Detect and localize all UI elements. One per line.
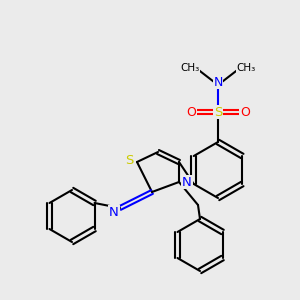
Text: O: O bbox=[186, 106, 196, 118]
Text: CH₃: CH₃ bbox=[180, 63, 200, 73]
Text: N: N bbox=[213, 76, 223, 88]
Text: O: O bbox=[240, 106, 250, 118]
Text: CH₃: CH₃ bbox=[236, 63, 256, 73]
Text: S: S bbox=[125, 154, 133, 166]
Text: S: S bbox=[214, 106, 222, 118]
Text: N: N bbox=[182, 176, 192, 188]
Text: N: N bbox=[109, 206, 119, 218]
